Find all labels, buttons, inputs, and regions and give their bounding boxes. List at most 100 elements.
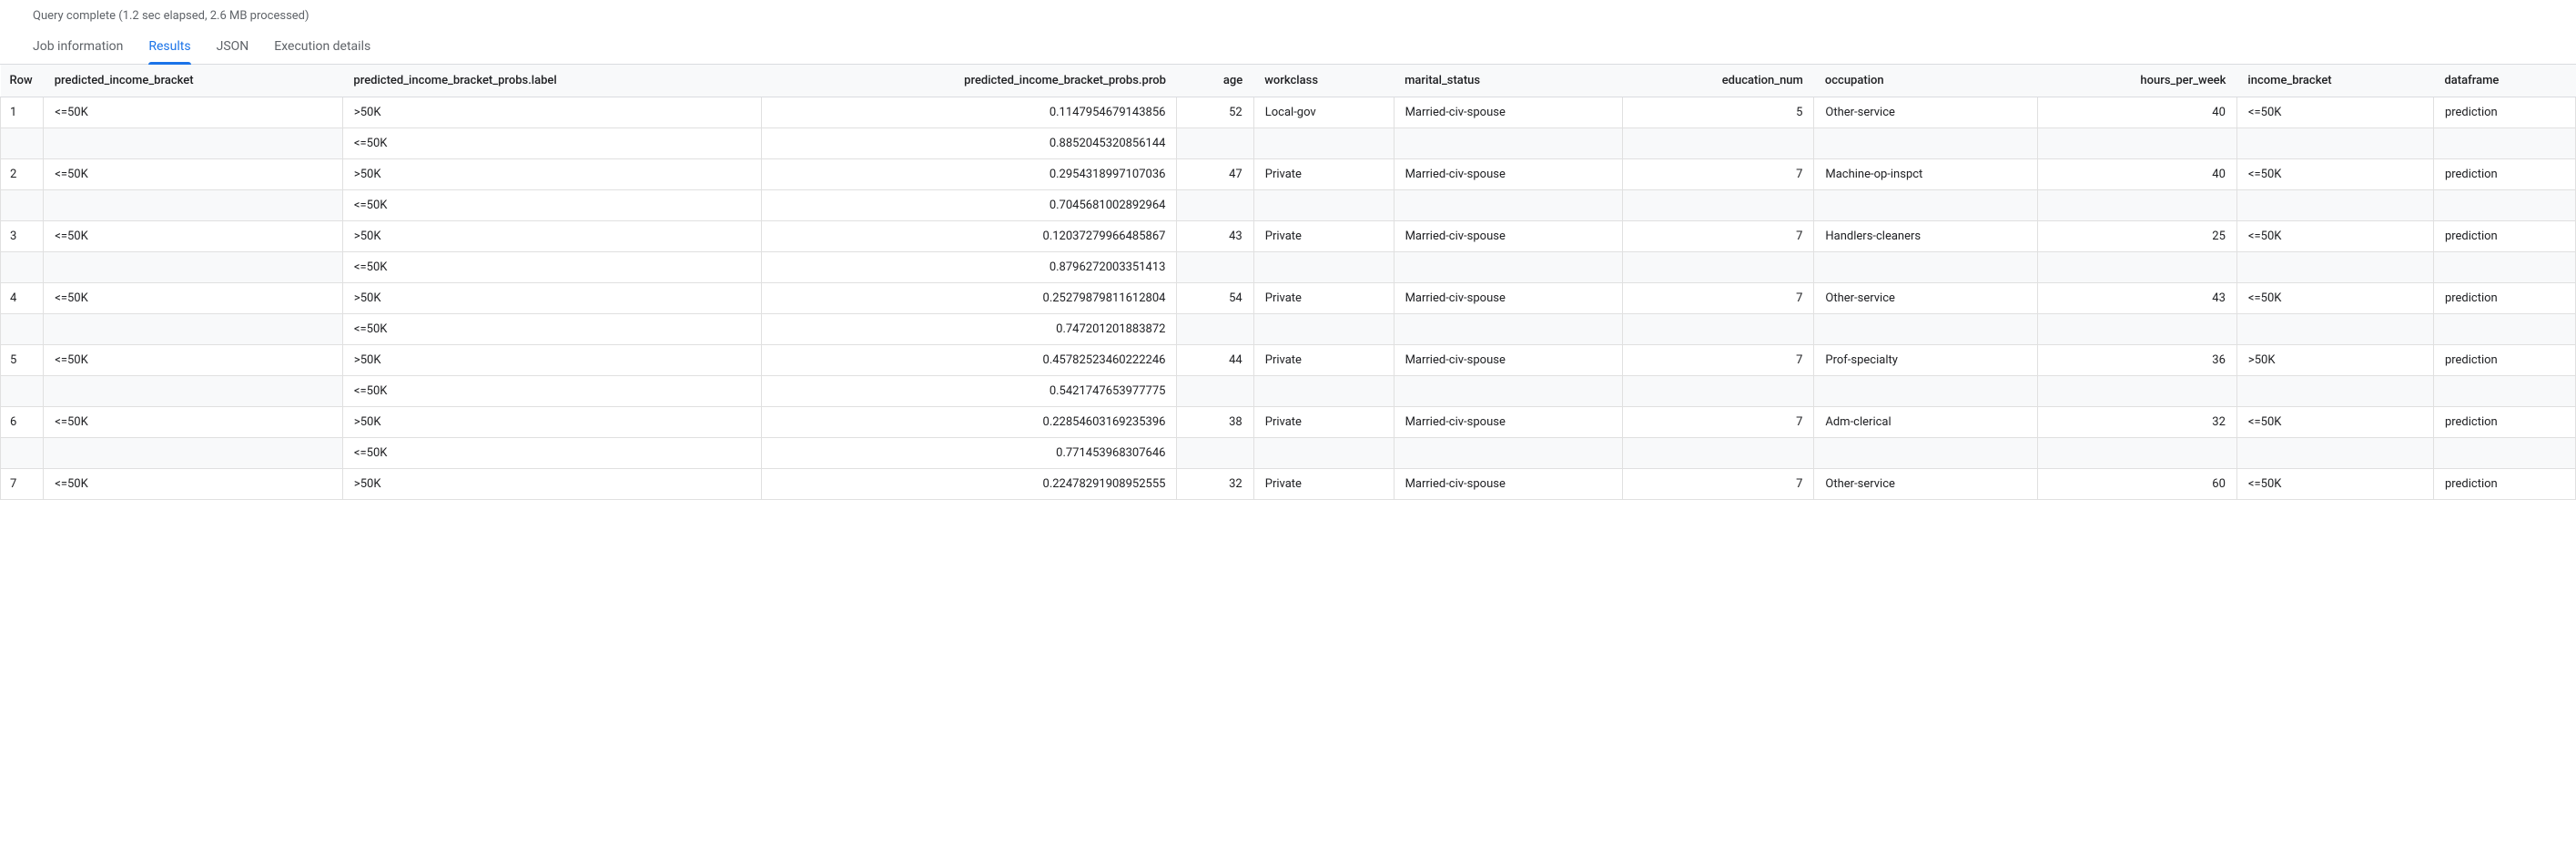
cell-probs-label: >50K — [342, 407, 761, 438]
cell-workclass — [1253, 376, 1394, 407]
cell-probs-label: <=50K — [342, 190, 761, 221]
cell-probs-prob: 0.22478291908952555 — [761, 469, 1177, 500]
cell-row-number: 3 — [1, 221, 44, 252]
cell-hours-per-week: 40 — [2037, 97, 2236, 128]
tab-results[interactable]: Results — [148, 30, 190, 64]
cell-income-bracket — [2236, 190, 2433, 221]
cell-income-bracket — [2236, 128, 2433, 159]
cell-probs-label: <=50K — [342, 128, 761, 159]
cell-hours-per-week — [2037, 376, 2236, 407]
cell-workclass: Private — [1253, 407, 1394, 438]
cell-dataframe — [2433, 376, 2575, 407]
cell-dataframe: prediction — [2433, 221, 2575, 252]
cell-hours-per-week — [2037, 252, 2236, 283]
cell-income-bracket: >50K — [2236, 345, 2433, 376]
cell-row-number: 5 — [1, 345, 44, 376]
table-row: 2<=50K>50K0.295431899710703647PrivateMar… — [1, 159, 2576, 190]
cell-education-num: 7 — [1623, 407, 1814, 438]
cell-income-bracket: <=50K — [2236, 283, 2433, 314]
col-workclass: workclass — [1253, 65, 1394, 97]
cell-education-num: 7 — [1623, 469, 1814, 500]
cell-predicted-income-bracket — [44, 314, 343, 345]
cell-age: 52 — [1177, 97, 1253, 128]
cell-predicted-income-bracket: <=50K — [44, 97, 343, 128]
table-row: 7<=50K>50K0.2247829190895255532PrivateMa… — [1, 469, 2576, 500]
cell-occupation — [1814, 314, 2037, 345]
cell-marital-status: Married-civ-spouse — [1394, 159, 1622, 190]
table-row: 5<=50K>50K0.4578252346022224644PrivateMa… — [1, 345, 2576, 376]
tab-json[interactable]: JSON — [217, 30, 249, 64]
cell-probs-prob: 0.8852045320856144 — [761, 128, 1177, 159]
table-row: <=50K0.771453968307646 — [1, 438, 2576, 469]
cell-income-bracket — [2236, 252, 2433, 283]
cell-probs-label: >50K — [342, 221, 761, 252]
cell-probs-label: >50K — [342, 469, 761, 500]
cell-predicted-income-bracket — [44, 190, 343, 221]
cell-row-number — [1, 438, 44, 469]
col-income-bracket: income_bracket — [2236, 65, 2433, 97]
cell-hours-per-week: 43 — [2037, 283, 2236, 314]
cell-workclass — [1253, 438, 1394, 469]
cell-row-number — [1, 190, 44, 221]
table-row: <=50K0.5421747653977775 — [1, 376, 2576, 407]
cell-row-number — [1, 314, 44, 345]
cell-marital-status: Married-civ-spouse — [1394, 283, 1622, 314]
table-row: <=50K0.7045681002892964 — [1, 190, 2576, 221]
cell-predicted-income-bracket — [44, 438, 343, 469]
cell-dataframe — [2433, 438, 2575, 469]
col-education-num: education_num — [1623, 65, 1814, 97]
cell-income-bracket: <=50K — [2236, 407, 2433, 438]
tab-job-information[interactable]: Job information — [33, 30, 123, 64]
cell-occupation — [1814, 190, 2037, 221]
results-table: Row predicted_income_bracket predicted_i… — [0, 65, 2576, 500]
col-hours-per-week: hours_per_week — [2037, 65, 2236, 97]
cell-dataframe — [2433, 252, 2575, 283]
cell-predicted-income-bracket: <=50K — [44, 159, 343, 190]
cell-probs-prob: 0.5421747653977775 — [761, 376, 1177, 407]
table-row: <=50K0.8852045320856144 — [1, 128, 2576, 159]
cell-dataframe — [2433, 128, 2575, 159]
cell-row-number: 4 — [1, 283, 44, 314]
cell-marital-status — [1394, 190, 1622, 221]
cell-age: 32 — [1177, 469, 1253, 500]
cell-income-bracket: <=50K — [2236, 469, 2433, 500]
cell-marital-status — [1394, 252, 1622, 283]
cell-probs-prob: 0.2954318997107036 — [761, 159, 1177, 190]
cell-age — [1177, 438, 1253, 469]
cell-row-number: 2 — [1, 159, 44, 190]
cell-workclass: Private — [1253, 283, 1394, 314]
cell-age — [1177, 190, 1253, 221]
cell-row-number — [1, 252, 44, 283]
cell-probs-label: <=50K — [342, 314, 761, 345]
cell-predicted-income-bracket — [44, 376, 343, 407]
cell-row-number: 7 — [1, 469, 44, 500]
cell-education-num: 7 — [1623, 345, 1814, 376]
cell-hours-per-week: 60 — [2037, 469, 2236, 500]
cell-predicted-income-bracket: <=50K — [44, 345, 343, 376]
cell-marital-status: Married-civ-spouse — [1394, 345, 1622, 376]
cell-marital-status: Married-civ-spouse — [1394, 221, 1622, 252]
cell-marital-status — [1394, 376, 1622, 407]
cell-education-num — [1623, 314, 1814, 345]
cell-probs-prob: 0.747201201883872 — [761, 314, 1177, 345]
table-row: 4<=50K>50K0.2527987981161280454PrivateMa… — [1, 283, 2576, 314]
cell-age — [1177, 252, 1253, 283]
tab-execution-details[interactable]: Execution details — [274, 30, 370, 64]
cell-income-bracket: <=50K — [2236, 97, 2433, 128]
cell-probs-prob: 0.7045681002892964 — [761, 190, 1177, 221]
cell-row-number — [1, 376, 44, 407]
cell-probs-prob: 0.771453968307646 — [761, 438, 1177, 469]
cell-probs-prob: 0.45782523460222246 — [761, 345, 1177, 376]
cell-workclass: Private — [1253, 469, 1394, 500]
cell-marital-status: Married-civ-spouse — [1394, 97, 1622, 128]
cell-education-num: 7 — [1623, 283, 1814, 314]
cell-occupation: Other-service — [1814, 97, 2037, 128]
cell-hours-per-week — [2037, 314, 2236, 345]
cell-probs-label: <=50K — [342, 252, 761, 283]
cell-workclass — [1253, 314, 1394, 345]
cell-workclass — [1253, 128, 1394, 159]
cell-probs-prob: 0.12037279966485867 — [761, 221, 1177, 252]
cell-row-number: 1 — [1, 97, 44, 128]
cell-occupation: Other-service — [1814, 469, 2037, 500]
cell-predicted-income-bracket: <=50K — [44, 407, 343, 438]
